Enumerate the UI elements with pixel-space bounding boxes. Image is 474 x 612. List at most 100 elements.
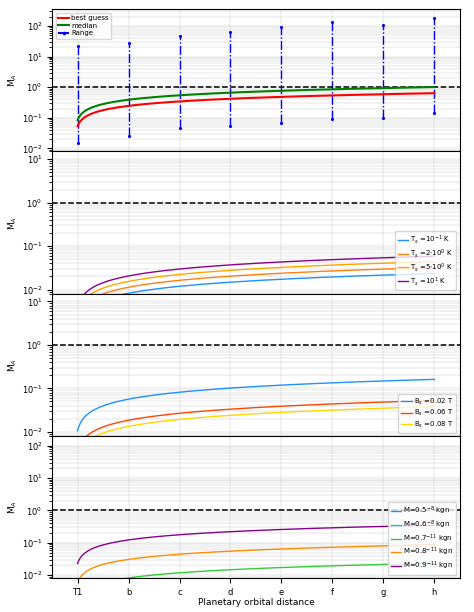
M=0.7$^{-11}$ kgn bbox=[118, 575, 123, 583]
B$_s$ =0.06 T bbox=[431, 397, 437, 404]
T$_s$ =10$^{-1}$ K bbox=[216, 279, 222, 286]
best guess bbox=[299, 92, 305, 100]
median bbox=[191, 91, 197, 98]
M=0.7$^{-11}$ kgn bbox=[191, 568, 197, 575]
Line: B$_s$ =0.08 T: B$_s$ =0.08 T bbox=[78, 406, 434, 458]
X-axis label: Planetary orbital distance: Planetary orbital distance bbox=[198, 171, 314, 181]
Legend: B$_s$ =0.02 T, B$_s$ =0.06 T, B$_s$ =0.08 T: B$_s$ =0.02 T, B$_s$ =0.06 T, B$_s$ =0.0… bbox=[399, 394, 456, 433]
B$_s$ =0.02 T bbox=[216, 385, 222, 392]
T$_s$ =2$\cdot$10$^0$ K bbox=[431, 264, 437, 271]
median bbox=[75, 116, 81, 124]
M=0.5$^{-8}$ kgn bbox=[191, 607, 197, 612]
M=0.6$^{-8}$ kgn bbox=[216, 586, 222, 594]
T$_s$ =5$\cdot$10$^0$ K bbox=[216, 267, 222, 275]
M=0.9$^{-11}$ kgn bbox=[216, 529, 222, 536]
M=0.8$^{-11}$ kgn bbox=[332, 543, 338, 551]
T$_s$ =2$\cdot$10$^0$ K bbox=[334, 267, 340, 274]
best guess bbox=[75, 122, 81, 130]
M=0.7$^{-11}$ kgn bbox=[431, 559, 437, 567]
T$_s$ =10$^1$ K bbox=[216, 262, 222, 269]
Line: T$_s$ =10$^1$ K: T$_s$ =10$^1$ K bbox=[78, 256, 434, 308]
B$_s$ =0.06 T bbox=[299, 401, 305, 409]
T$_s$ =10$^{-1}$ K bbox=[332, 273, 338, 280]
B$_s$ =0.02 T bbox=[118, 397, 123, 405]
T$_s$ =5$\cdot$10$^0$ K bbox=[118, 280, 123, 287]
Legend: best guess, median, Range: best guess, median, Range bbox=[55, 13, 111, 39]
T$_s$ =5$\cdot$10$^0$ K bbox=[431, 258, 437, 265]
B$_s$ =0.02 T bbox=[299, 381, 305, 388]
T$_s$ =10$^{-1}$ K bbox=[299, 275, 305, 282]
Line: M=0.5$^{-8}$ kgn: M=0.5$^{-8}$ kgn bbox=[78, 602, 434, 612]
T$_s$ =2$\cdot$10$^0$ K bbox=[216, 274, 222, 281]
Text: (c) Sensitivity of M$_A$ towards B$_s$: (c) Sensitivity of M$_A$ towards B$_s$ bbox=[185, 479, 327, 491]
M=0.9$^{-11}$ kgn bbox=[118, 537, 123, 545]
Line: M=0.6$^{-8}$ kgn: M=0.6$^{-8}$ kgn bbox=[78, 583, 434, 612]
M=0.5$^{-8}$ kgn bbox=[431, 599, 437, 606]
Line: M=0.9$^{-11}$ kgn: M=0.9$^{-11}$ kgn bbox=[78, 525, 434, 564]
M=0.5$^{-8}$ kgn bbox=[299, 602, 305, 610]
X-axis label: Planetary orbital distance: Planetary orbital distance bbox=[198, 456, 314, 465]
best guess bbox=[118, 103, 123, 111]
Line: B$_s$ =0.02 T: B$_s$ =0.02 T bbox=[78, 379, 434, 431]
M=0.6$^{-8}$ kgn bbox=[332, 581, 338, 589]
T$_s$ =2$\cdot$10$^0$ K bbox=[299, 269, 305, 276]
T$_s$ =10$^1$ K bbox=[191, 264, 197, 271]
M=0.7$^{-11}$ kgn bbox=[334, 562, 340, 569]
Y-axis label: M$_A$: M$_A$ bbox=[6, 358, 19, 372]
M=0.7$^{-11}$ kgn bbox=[332, 562, 338, 569]
B$_s$ =0.08 T bbox=[118, 424, 123, 431]
M=0.9$^{-11}$ kgn bbox=[191, 530, 197, 537]
M=0.8$^{-11}$ kgn bbox=[299, 545, 305, 552]
B$_s$ =0.08 T bbox=[75, 454, 81, 461]
Legend: T$_s$ =10$^{-1}$ K, T$_s$ =2$\cdot$10$^0$ K, T$_s$ =5$\cdot$10$^0$ K, T$_s$ =10$: T$_s$ =10$^{-1}$ K, T$_s$ =2$\cdot$10$^0… bbox=[395, 231, 456, 290]
B$_s$ =0.02 T bbox=[431, 376, 437, 383]
T$_s$ =10$^1$ K bbox=[299, 257, 305, 264]
Line: M=0.8$^{-11}$ kgn: M=0.8$^{-11}$ kgn bbox=[78, 545, 434, 583]
B$_s$ =0.08 T bbox=[431, 403, 437, 410]
T$_s$ =10$^{-1}$ K bbox=[334, 273, 340, 280]
B$_s$ =0.08 T bbox=[299, 408, 305, 415]
best guess bbox=[216, 95, 222, 103]
best guess bbox=[334, 92, 340, 99]
B$_s$ =0.08 T bbox=[191, 414, 197, 422]
T$_s$ =10$^1$ K bbox=[118, 274, 123, 282]
Y-axis label: M$_A$: M$_A$ bbox=[6, 73, 19, 88]
Legend: M=0.5$^{-8}$ kgn, M=0.6$^{-8}$ kgn, M=0.7$^{-11}$ kgn, M=0.8$^{-11}$ kgn, M=0.9$: M=0.5$^{-8}$ kgn, M=0.6$^{-8}$ kgn, M=0.… bbox=[388, 502, 456, 575]
T$_s$ =10$^{-1}$ K bbox=[431, 270, 437, 277]
M=0.8$^{-11}$ kgn bbox=[431, 541, 437, 548]
Y-axis label: M$_A$: M$_A$ bbox=[6, 500, 19, 514]
Text: (b) Sensitivity of M$_A$ towards T$_s$: (b) Sensitivity of M$_A$ towards T$_s$ bbox=[185, 337, 327, 349]
M=0.6$^{-8}$ kgn bbox=[118, 595, 123, 602]
M=0.9$^{-11}$ kgn bbox=[431, 521, 437, 529]
B$_s$ =0.08 T bbox=[332, 406, 338, 414]
B$_s$ =0.06 T bbox=[191, 408, 197, 416]
T$_s$ =5$\cdot$10$^0$ K bbox=[191, 269, 197, 277]
best guess bbox=[191, 97, 197, 104]
B$_s$ =0.02 T bbox=[334, 379, 340, 386]
T$_s$ =2$\cdot$10$^0$ K bbox=[75, 315, 81, 323]
M=0.7$^{-11}$ kgn bbox=[216, 567, 222, 574]
T$_s$ =5$\cdot$10$^0$ K bbox=[299, 263, 305, 270]
T$_s$ =10$^1$ K bbox=[332, 256, 338, 263]
median bbox=[431, 83, 437, 91]
T$_s$ =10$^{-1}$ K bbox=[118, 291, 123, 299]
M=0.6$^{-8}$ kgn bbox=[299, 583, 305, 590]
T$_s$ =5$\cdot$10$^0$ K bbox=[75, 309, 81, 316]
B$_s$ =0.02 T bbox=[75, 427, 81, 435]
Line: median: median bbox=[78, 87, 434, 120]
Y-axis label: M$_A$: M$_A$ bbox=[6, 215, 19, 230]
M=0.8$^{-11}$ kgn bbox=[118, 557, 123, 564]
M=0.6$^{-8}$ kgn bbox=[431, 579, 437, 586]
median bbox=[118, 97, 123, 105]
T$_s$ =5$\cdot$10$^0$ K bbox=[332, 261, 338, 269]
Line: best guess: best guess bbox=[78, 93, 434, 126]
M=0.5$^{-8}$ kgn bbox=[332, 601, 338, 608]
B$_s$ =0.06 T bbox=[334, 400, 340, 408]
M=0.5$^{-8}$ kgn bbox=[334, 601, 340, 608]
T$_s$ =10$^1$ K bbox=[334, 256, 340, 263]
best guess bbox=[332, 92, 338, 99]
median bbox=[334, 86, 340, 93]
T$_s$ =10$^1$ K bbox=[75, 304, 81, 312]
M=0.8$^{-11}$ kgn bbox=[216, 548, 222, 556]
median bbox=[216, 89, 222, 97]
